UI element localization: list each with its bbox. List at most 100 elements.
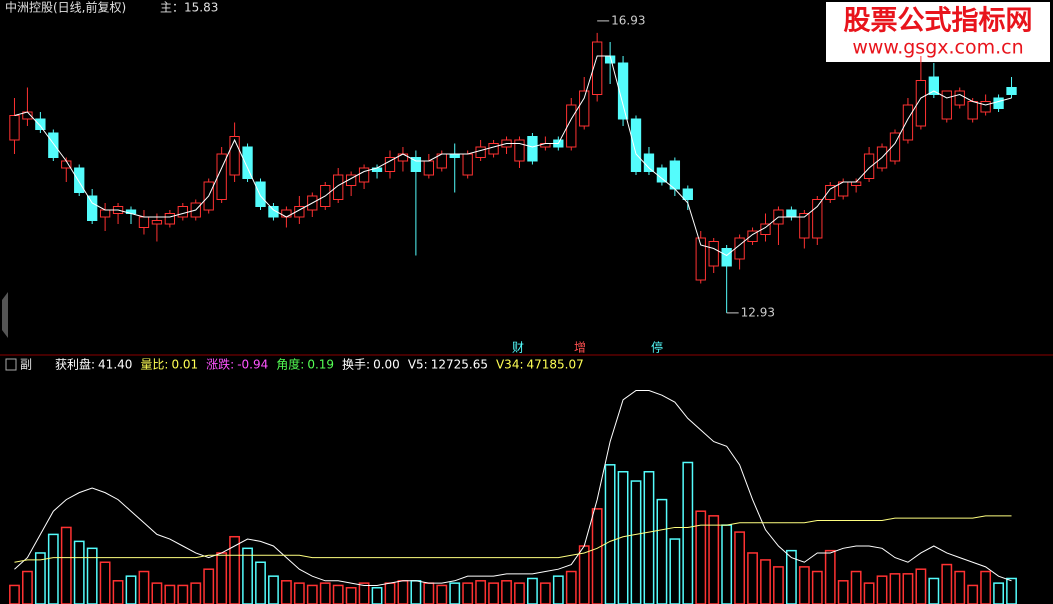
- candle-body: [617, 62, 629, 120]
- event-label: 增: [574, 341, 586, 355]
- volume-bar: [643, 471, 655, 604]
- indicator-line: [14, 390, 1012, 586]
- volume-bar: [889, 573, 901, 604]
- ma-line: [14, 55, 1012, 257]
- readout-label: 量比:: [140, 358, 168, 372]
- candle-body: [410, 157, 422, 172]
- volume-bar: [695, 510, 707, 604]
- candle-body: [682, 188, 693, 200]
- candle-body: [747, 230, 758, 242]
- volume-bar: [708, 515, 720, 604]
- candle-body: [475, 146, 486, 158]
- candle-body: [9, 115, 20, 141]
- candle-body: [954, 90, 965, 106]
- volume-bar: [967, 584, 979, 604]
- candle-body: [656, 167, 668, 183]
- candle-body: [695, 237, 706, 281]
- volume-bar: [436, 584, 448, 604]
- candle-body: [384, 157, 396, 172]
- readout-value: 0.19: [307, 358, 334, 372]
- candle-body: [592, 41, 603, 95]
- volume-bar: [773, 566, 784, 604]
- candle-body: [281, 209, 292, 218]
- volume-bar: [734, 531, 746, 604]
- candle-body: [786, 209, 797, 218]
- candle-body: [216, 153, 227, 200]
- low-annotation: 12.93: [741, 305, 775, 319]
- chart-title: 中洲控股(日线,前复权): [5, 0, 126, 15]
- candle-body: [863, 153, 875, 179]
- event-label: 停: [651, 340, 663, 355]
- candle-body: [87, 195, 98, 221]
- candle-body: [760, 223, 771, 235]
- candle-body: [242, 146, 253, 179]
- readout-value: -0.94: [237, 358, 268, 372]
- candle-body: [967, 101, 978, 120]
- candle-body: [35, 118, 46, 130]
- candle-body: [74, 167, 85, 193]
- volume-bar: [177, 584, 189, 604]
- volume-bar: [656, 498, 668, 604]
- indicator-icon: [5, 358, 17, 371]
- candle-body: [423, 160, 434, 176]
- candle-body: [825, 185, 836, 200]
- readout-value: 0.00: [373, 358, 400, 372]
- candle-body: [630, 118, 642, 172]
- readout-value: 47185.07: [527, 358, 584, 372]
- candle-body: [164, 213, 176, 225]
- candle-body: [669, 160, 681, 190]
- readout-label: 角度:: [276, 357, 304, 372]
- high-annotation: 16.93: [611, 13, 645, 27]
- readout-label: 获利盘:: [55, 357, 95, 372]
- volume-bar: [565, 570, 577, 604]
- candle-body: [527, 136, 538, 162]
- volume-bar: [138, 570, 150, 604]
- readout-value: 12725.65: [431, 358, 488, 372]
- readout-label: V5:: [408, 358, 428, 372]
- candle-body: [579, 90, 590, 127]
- readout-label: V34:: [496, 358, 524, 372]
- candle-body: [177, 206, 188, 218]
- candle-body: [993, 97, 1004, 109]
- candle-body: [345, 174, 357, 186]
- volume-bar: [798, 566, 810, 604]
- candle-body: [980, 101, 991, 113]
- volume-bar: [902, 573, 914, 604]
- indicator-line: [14, 515, 1012, 563]
- watermark-box: [826, 2, 1050, 62]
- candle-body: [915, 80, 927, 127]
- volume-bar: [785, 549, 797, 604]
- event-label: 财: [512, 341, 524, 355]
- candle-body: [268, 206, 279, 218]
- candle-body: [850, 181, 862, 186]
- readout-value: 0.01: [171, 358, 198, 372]
- candle-body: [1006, 87, 1017, 95]
- candle-body: [229, 136, 240, 176]
- volume-bar: [332, 584, 344, 604]
- volume-bar: [34, 552, 46, 604]
- volume-bar: [60, 526, 72, 604]
- volume-bar: [47, 533, 59, 604]
- indicator-name: 副: [20, 358, 32, 372]
- candle-body: [812, 199, 823, 239]
- watermark-url: www.gsgx.com.cn: [852, 37, 1023, 59]
- volume-bar: [9, 584, 20, 604]
- candle-body: [462, 153, 473, 176]
- candle-body: [928, 76, 939, 95]
- main-readout: 主：15.83: [160, 1, 218, 15]
- candle-body: [99, 209, 111, 218]
- volume-bar: [371, 587, 383, 604]
- volume-bar: [591, 508, 603, 604]
- readout-label: 换手:: [342, 358, 370, 372]
- volume-bar: [345, 587, 357, 604]
- side-tab: [2, 292, 8, 338]
- readout-label: 涨跌:: [206, 357, 234, 372]
- volume-bar: [306, 584, 318, 604]
- volume-bar: [630, 480, 642, 604]
- candle-body: [514, 139, 525, 162]
- volume-bar: [203, 568, 215, 604]
- candle-body: [48, 132, 59, 158]
- volume-bar: [954, 570, 966, 604]
- candle-body: [138, 216, 150, 228]
